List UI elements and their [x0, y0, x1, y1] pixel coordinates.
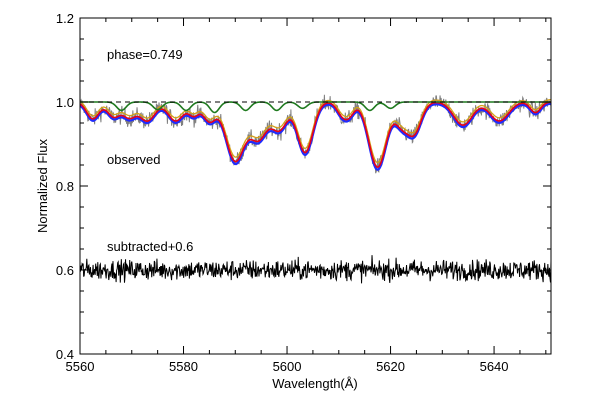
x-tick-label: 5600	[273, 359, 302, 374]
y-tick-label: 1.0	[56, 95, 74, 110]
y-tick-label: 0.8	[56, 179, 74, 194]
subtracted-residual-line	[80, 255, 551, 284]
x-tick-label: 5560	[66, 359, 95, 374]
x-tick-label: 5580	[169, 359, 198, 374]
model-red-line	[80, 101, 551, 168]
y-tick-label: 1.2	[56, 11, 74, 26]
observed-annotation: observed	[107, 152, 160, 167]
y-tick-label: 0.4	[56, 347, 74, 362]
x-tick-label: 5620	[376, 359, 405, 374]
subtracted-annotation: subtracted+0.6	[107, 239, 193, 254]
plot-frame	[79, 17, 552, 355]
phase-annotation: phase=0.749	[107, 47, 183, 62]
y-tick-label: 0.6	[56, 263, 74, 278]
y-axis-label: Normalized Flux	[35, 139, 50, 233]
x-axis-label: Wavelength(Å)	[272, 376, 358, 391]
model-orange-line	[80, 98, 551, 164]
x-tick-label: 5640	[480, 359, 509, 374]
ticks-layer: 5560 5580 5600 5620 5640 0.4 0.6 0.8 1.0 1.2	[56, 11, 551, 374]
series-layer	[80, 94, 551, 284]
